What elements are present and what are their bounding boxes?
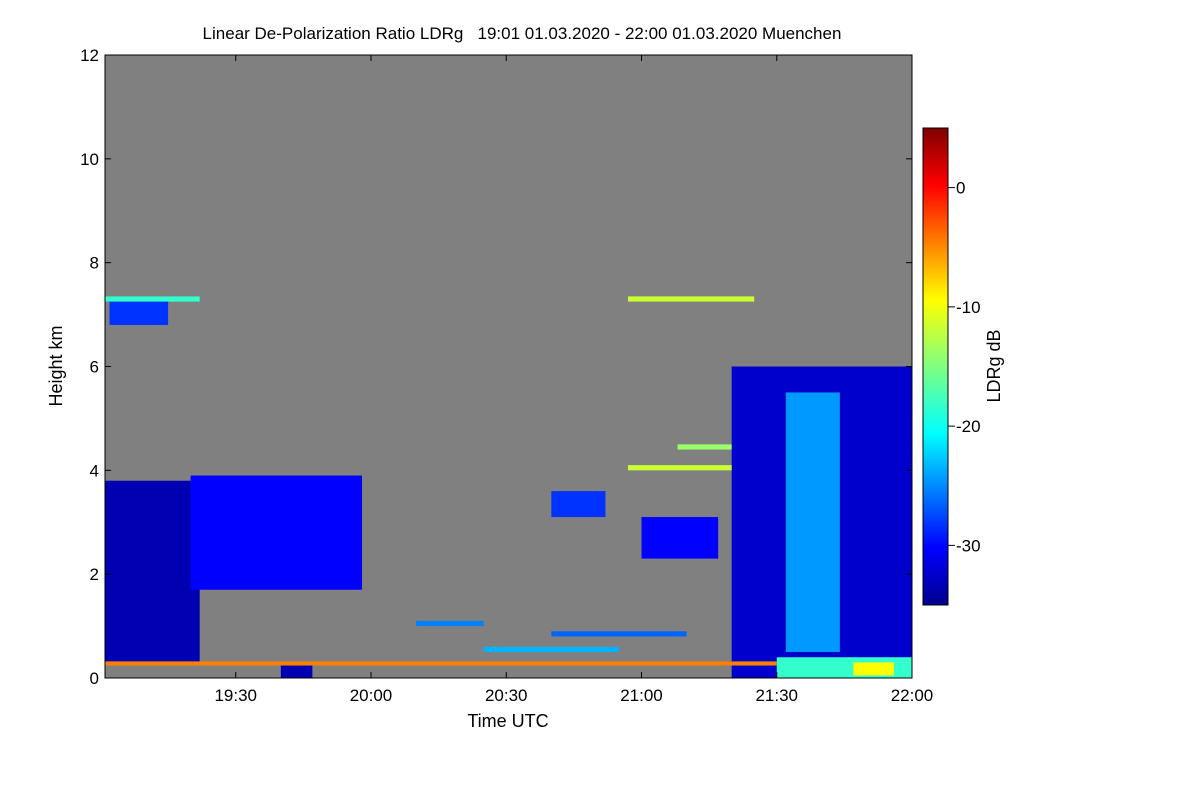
x-tick-label: 19:30 — [214, 686, 257, 705]
ldr-feature-4 — [551, 491, 606, 518]
y-tick-label: 2 — [90, 565, 99, 584]
y-axis-ticks: 0 2 4 6 8 10 12 — [80, 46, 912, 688]
colorbar-label: LDRg dB — [984, 329, 1004, 402]
colorbar: 0 -10 -20 -30 LDRg dB — [922, 127, 1004, 606]
colorbar-tick-label: -10 — [956, 298, 981, 317]
x-tick-label: 22:00 — [891, 686, 934, 705]
ldr-feature-14 — [677, 444, 732, 450]
ldr-feature-11 — [105, 296, 200, 302]
ldr-feature-0 — [105, 480, 200, 663]
y-axis-label: Height km — [46, 325, 66, 406]
ldr-feature-17 — [483, 646, 619, 653]
colorbar-scale — [922, 127, 949, 606]
y-tick-label: 6 — [90, 358, 99, 377]
colorbar-tick-label: -20 — [956, 417, 981, 436]
ldr-feature-16 — [551, 631, 687, 637]
y-tick-label: 10 — [80, 150, 99, 169]
x-tick-label: 21:30 — [755, 686, 798, 705]
y-tick-label: 12 — [80, 46, 99, 65]
ldr-feature-1 — [190, 475, 362, 590]
y-tick-label: 4 — [90, 461, 99, 480]
ldr-feature-5 — [641, 517, 719, 559]
colorbar-ticks: 0 -10 -20 -30 — [948, 179, 981, 555]
ldr-feature-12 — [627, 296, 755, 302]
y-tick-label: 8 — [90, 254, 99, 273]
x-tick-label: 20:00 — [350, 686, 393, 705]
ldr-feature-15 — [416, 620, 484, 627]
ldr-feature-2 — [109, 299, 169, 325]
data-features — [105, 296, 912, 678]
x-tick-label: 21:00 — [620, 686, 663, 705]
ldr-feature-9 — [853, 662, 894, 676]
plot-area — [104, 54, 913, 679]
colorbar-tick-label: -30 — [956, 536, 981, 555]
x-axis-ticks: 19:30 20:00 20:30 21:00 21:30 22:00 — [214, 55, 933, 705]
y-tick-label: 0 — [90, 669, 99, 688]
ldr-feature-10 — [105, 661, 777, 666]
colorbar-tick-label: 0 — [956, 179, 965, 198]
ldr-feature-13 — [627, 465, 732, 471]
chart-title: Linear De-Polarization Ratio LDRg 19:01 … — [203, 24, 842, 43]
ldr-feature-3 — [280, 662, 313, 678]
x-tick-label: 20:30 — [485, 686, 528, 705]
x-axis-label: Time UTC — [467, 711, 548, 731]
ldr-feature-7 — [785, 392, 840, 653]
